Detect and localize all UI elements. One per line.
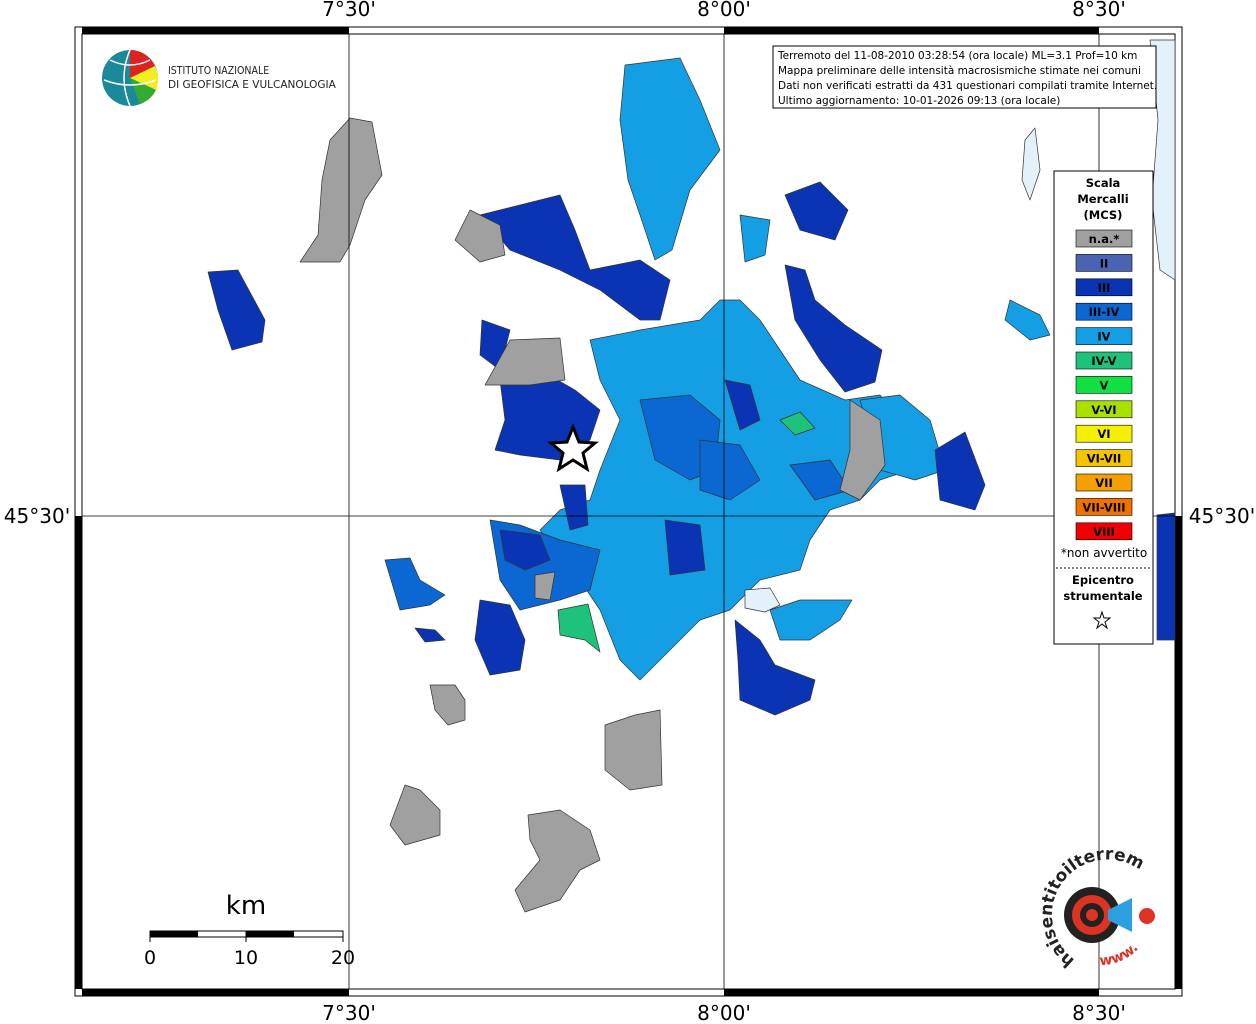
legend-label: IV-V <box>1091 354 1116 368</box>
lon-label: 8°30' <box>1072 1001 1126 1024</box>
legend-epicenter: strumentale <box>1063 589 1142 603</box>
legend: ScalaMercalli(MCS)n.a.*IIIIIIII-IVIVIV-V… <box>1061 176 1147 603</box>
legend-label: III <box>1098 281 1111 295</box>
legend-swatch <box>1075 424 1133 443</box>
legend-swatch <box>1075 498 1133 516</box>
axis-labels: 7°30' 7°30' 8°00' 8°00' 8°30' 8°30' 45°30' 45°3… <box>4 0 1255 1024</box>
scale-bar: km 0 10 20 <box>144 891 355 969</box>
lat-label: 45°30' <box>1189 504 1255 528</box>
info-line: Ultimo aggiornamento: 10-01-2026 09:13 (… <box>778 95 1060 107</box>
legend-note: *non avvertito <box>1061 546 1147 560</box>
lon-label: 8°00' <box>697 1001 751 1024</box>
lat-label: 45°30' <box>4 504 70 528</box>
institute-name: ISTITUTO NAZIONALE <box>168 65 269 77</box>
legend-title: Mercalli <box>1077 192 1128 206</box>
lon-label: 7°30' <box>322 0 376 21</box>
legend-swatch <box>1075 278 1133 297</box>
info-line: Terremoto del 11-08-2010 03:28:54 (ora l… <box>777 50 1137 62</box>
legend-label: III-IV <box>1089 305 1120 319</box>
legend-swatch <box>1075 449 1133 467</box>
legend-swatch <box>1075 229 1133 248</box>
legend-label: II <box>1100 256 1109 270</box>
legend-label: IV <box>1097 330 1110 344</box>
info-box <box>772 45 1157 109</box>
legend-epicenter: Epicentro <box>1072 573 1134 587</box>
legend-label: VIII <box>1093 525 1115 539</box>
legend-swatch <box>1075 327 1133 345</box>
legend-swatch <box>1075 351 1133 370</box>
lon-label: 8°30' <box>1072 0 1126 21</box>
legend-label: V <box>1100 378 1109 392</box>
scale-unit: km <box>226 891 266 921</box>
scale-label: 10 <box>234 947 258 969</box>
lon-label: 7°30' <box>322 1001 376 1024</box>
legend-swatch <box>1075 376 1133 394</box>
info-text: Terremoto del 11-08-2010 03:28:54 (ora l… <box>777 50 1157 107</box>
legend-label: VII-VIII <box>1082 500 1125 514</box>
frame <box>74 26 1183 997</box>
scale-label: 0 <box>144 947 156 969</box>
legend-title: (MCS) <box>1084 208 1123 222</box>
legend-swatch <box>1075 400 1133 419</box>
legend-label: VI-VII <box>1087 452 1122 466</box>
scale-label: 20 <box>331 947 355 969</box>
legend-label: n.a.* <box>1089 232 1120 246</box>
municipalities <box>207 39 1176 913</box>
legend-title: Scala <box>1086 176 1121 190</box>
legend-star <box>1092 610 1112 630</box>
info-line: Mappa preliminare delle intensità macros… <box>778 65 1141 77</box>
legend-swatch <box>1075 522 1133 541</box>
epicenter-star <box>547 422 599 473</box>
legend-label: VII <box>1095 476 1112 490</box>
legend-label: VI <box>1097 427 1110 441</box>
legend-swatch <box>1075 473 1133 492</box>
legend-swatch <box>1075 302 1133 321</box>
legend-swatch <box>1075 254 1133 272</box>
lon-label: 8°00' <box>697 0 751 21</box>
ingv-logo: ISTITUTO NAZIONALE DI GEOFISICA E VULCAN… <box>102 49 337 107</box>
info-line: Dati non verificati estratti da 431 ques… <box>778 80 1157 92</box>
legend-label: V-VI <box>1091 403 1116 417</box>
institute-name: DI GEOFISICA E VULCANOLOGIA <box>168 79 337 91</box>
